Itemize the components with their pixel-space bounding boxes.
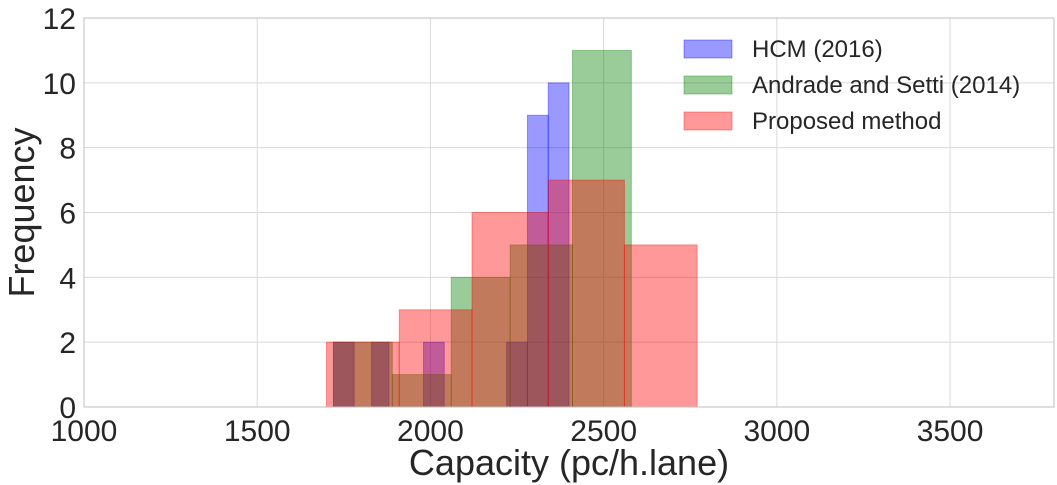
legend-label: Andrade and Setti (2014) (752, 72, 1020, 99)
y-tick-label: 0 (59, 392, 76, 425)
legend-swatch (683, 39, 733, 59)
x-tick-label: 1500 (224, 415, 291, 448)
x-tick-label: 3000 (743, 415, 810, 448)
histogram-bar (332, 341, 393, 408)
x-tick-label: 2000 (397, 415, 464, 448)
series-bars-1 (332, 49, 632, 408)
y-tick-label: 2 (59, 327, 76, 360)
x-tick-label: 1000 (51, 415, 118, 448)
histogram-bar (509, 244, 573, 408)
series-bars-2 (326, 179, 698, 408)
x-tick-labels: 1000 1500 2000 2500 3000 3500 (51, 415, 984, 448)
histogram-bar (326, 341, 400, 408)
series-bars-0 (332, 82, 570, 408)
histogram-bar (391, 374, 452, 408)
y-tick-label: 12 (43, 3, 76, 36)
legend-swatch (683, 111, 733, 131)
y-tick-labels: 0 2 4 6 8 10 12 (43, 3, 76, 425)
x-tick-label: 2500 (570, 415, 637, 448)
legend-label: Proposed method (752, 108, 941, 135)
x-tick-label: 3500 (917, 415, 984, 448)
histogram-bar (571, 49, 632, 408)
x-axis-label: Capacity (pc/h.lane) (409, 442, 729, 483)
histogram-bar (471, 212, 549, 408)
legend-label: HCM (2016) (752, 36, 883, 63)
legend-swatch (683, 75, 733, 95)
y-axis-label: Frequency (1, 127, 42, 297)
y-tick-label: 4 (59, 262, 76, 295)
histogram-bar (398, 309, 473, 408)
histogram-bar (547, 179, 625, 408)
y-tick-label: 10 (43, 68, 76, 101)
histogram-bars (326, 49, 698, 408)
plot-frame (83, 17, 1055, 408)
y-tick-label: 8 (59, 133, 76, 166)
histogram-bar (623, 244, 698, 408)
legend: HCM (2016) Andrade and Setti (2014) Propos… (683, 36, 1020, 135)
y-tick-label: 6 (59, 198, 76, 231)
